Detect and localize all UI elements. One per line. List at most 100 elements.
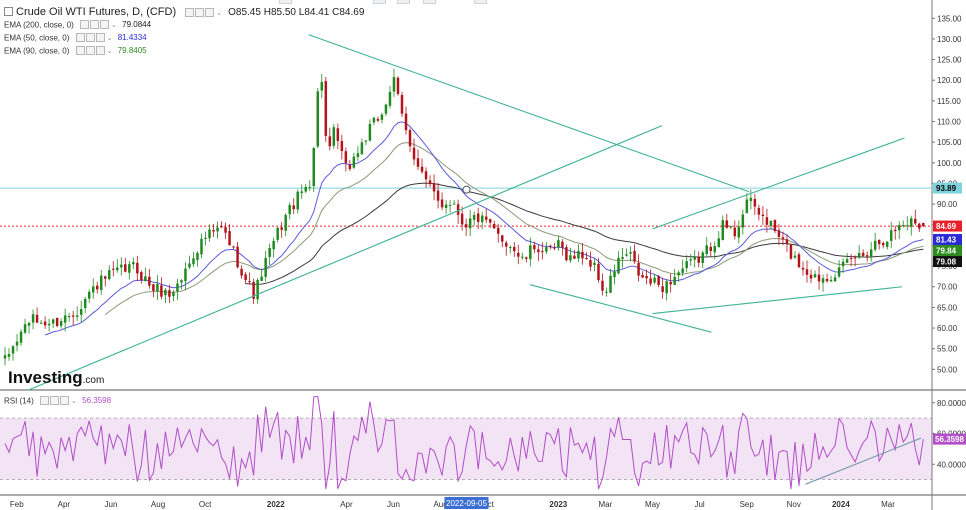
candle-body (452, 203, 456, 205)
candle-body (701, 252, 704, 263)
candle-body (184, 268, 187, 282)
rsi-badge-label: 56.3598 (935, 435, 964, 444)
candle-body (87, 291, 91, 299)
chevron-down-icon[interactable]: ⌄ (111, 21, 117, 29)
candle-body (533, 245, 536, 250)
settings-icon[interactable] (195, 7, 205, 17)
close-icon[interactable] (100, 20, 110, 30)
candle-body (272, 240, 275, 250)
candle-body (300, 191, 303, 194)
collapse-icon[interactable] (4, 7, 13, 16)
visibility-icon[interactable] (40, 396, 50, 406)
candle-body (749, 197, 753, 202)
time-axis-label: Aug (433, 500, 447, 509)
indicator-value: 81.4334 (117, 33, 147, 43)
candle-body (196, 253, 199, 260)
candle-body (837, 267, 841, 277)
chevron-down-icon[interactable]: ⌄ (71, 397, 77, 405)
candle-body (336, 128, 340, 141)
toolbar-tab[interactable] (397, 0, 410, 4)
candle-body (589, 260, 592, 267)
rsi-line (4, 396, 924, 490)
chevron-down-icon[interactable]: ⌄ (106, 34, 113, 42)
trendline[interactable] (308, 34, 750, 193)
close-icon[interactable] (95, 33, 105, 43)
candle-body (376, 118, 380, 121)
visibility-icon[interactable] (75, 33, 85, 43)
candle-body (897, 225, 901, 231)
price-badge-label: 79.08 (936, 258, 957, 267)
candle-body (7, 354, 11, 357)
trendline[interactable] (652, 137, 905, 230)
candle-body (99, 275, 103, 290)
settings-icon[interactable] (50, 396, 60, 406)
trendline[interactable] (28, 125, 663, 391)
price-tick-label: 115.00 (937, 97, 961, 106)
toolbar-tab[interactable] (474, 0, 487, 4)
candle-body (865, 255, 869, 257)
candle-body (348, 164, 352, 169)
candle-body (79, 309, 83, 315)
candle-body (91, 286, 95, 293)
rsi-trendline[interactable] (805, 437, 922, 485)
crosshair-date-badge (444, 497, 489, 509)
price-tick-label: 105.00 (937, 138, 962, 147)
visibility-icon[interactable] (75, 46, 85, 56)
indicator-ema90[interactable]: EMA (90, close, 0) ⌄ 79.8405 (4, 46, 147, 58)
toolbar-tab[interactable] (279, 0, 292, 4)
candle-body (108, 270, 111, 280)
price-badge-label: 93.89 (936, 184, 957, 193)
settings-icon[interactable] (90, 20, 100, 30)
time-axis-label: 2023 (549, 500, 567, 509)
candle-body (621, 257, 624, 259)
candle-body (521, 256, 524, 258)
candle-body (208, 229, 211, 239)
candle-body (288, 204, 291, 215)
toolbar-tab[interactable] (423, 0, 436, 4)
trendline[interactable] (652, 286, 903, 315)
price-badge (933, 256, 962, 268)
chevron-down-icon[interactable]: ⌄ (216, 10, 223, 17)
close-icon[interactable] (205, 7, 215, 17)
candle-body (561, 241, 564, 248)
candle-body (268, 248, 271, 257)
chevron-down-icon[interactable]: ⌄ (106, 47, 113, 55)
candle-body (304, 187, 307, 192)
toolbar-tab[interactable] (373, 0, 386, 4)
candle-body (849, 258, 853, 260)
candle-body (144, 276, 147, 282)
visibility-icon[interactable] (185, 7, 195, 17)
candle-body (753, 198, 757, 207)
candle-body (412, 147, 416, 160)
candle-body (853, 257, 857, 259)
candle-body (204, 237, 207, 239)
candle-body (31, 314, 35, 323)
visibility-icon[interactable] (80, 20, 90, 30)
candle-body (817, 274, 821, 282)
indicator-ema50[interactable]: EMA (50, close, 0) ⌄ 81.4334 (4, 33, 147, 45)
candle-body (39, 322, 43, 324)
candle-body (665, 281, 668, 294)
settings-icon[interactable] (85, 46, 95, 56)
close-icon[interactable] (95, 46, 105, 56)
close-value: 84.69 (339, 7, 365, 18)
candle-body (164, 289, 167, 296)
candle-body (252, 281, 255, 299)
candle-body (649, 278, 652, 284)
close-icon[interactable] (60, 396, 70, 406)
price-tick-label: 125.00 (937, 56, 962, 65)
trendline-anchor-handle[interactable] (462, 185, 471, 194)
price-tick-label: 90.00 (937, 200, 958, 209)
trendline[interactable] (529, 284, 712, 333)
time-axis-label: Aug (151, 500, 165, 509)
indicator-rsi[interactable]: RSI (14) ⌄ 56.3598 (4, 396, 111, 408)
indicator-ema200[interactable]: EMA (200, close, 0) ⌄ 79.0844 (4, 20, 151, 32)
settings-icon[interactable] (85, 33, 95, 43)
candle-body (492, 223, 496, 229)
low-label: L (298, 7, 305, 18)
candle-body (156, 284, 159, 292)
candle-body (476, 213, 480, 222)
candle-body (525, 257, 528, 259)
candle-body (428, 180, 432, 185)
